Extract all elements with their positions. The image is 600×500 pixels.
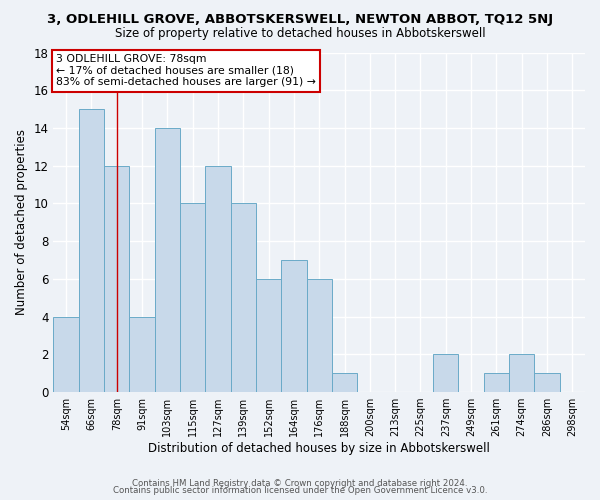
- Bar: [104, 166, 130, 392]
- X-axis label: Distribution of detached houses by size in Abbotskerswell: Distribution of detached houses by size …: [148, 442, 490, 455]
- Bar: [433, 354, 458, 392]
- Bar: [484, 373, 509, 392]
- Text: Contains public sector information licensed under the Open Government Licence v3: Contains public sector information licen…: [113, 486, 487, 495]
- Bar: [53, 316, 79, 392]
- Bar: [205, 166, 230, 392]
- Text: Contains HM Land Registry data © Crown copyright and database right 2024.: Contains HM Land Registry data © Crown c…: [132, 478, 468, 488]
- Bar: [230, 204, 256, 392]
- Bar: [535, 373, 560, 392]
- Text: 3 ODLEHILL GROVE: 78sqm
← 17% of detached houses are smaller (18)
83% of semi-de: 3 ODLEHILL GROVE: 78sqm ← 17% of detache…: [56, 54, 316, 88]
- Bar: [155, 128, 180, 392]
- Bar: [79, 109, 104, 392]
- Text: Size of property relative to detached houses in Abbotskerswell: Size of property relative to detached ho…: [115, 28, 485, 40]
- Y-axis label: Number of detached properties: Number of detached properties: [15, 130, 28, 316]
- Bar: [281, 260, 307, 392]
- Bar: [256, 279, 281, 392]
- Bar: [130, 316, 155, 392]
- Bar: [332, 373, 357, 392]
- Bar: [180, 204, 205, 392]
- Bar: [509, 354, 535, 392]
- Text: 3, ODLEHILL GROVE, ABBOTSKERSWELL, NEWTON ABBOT, TQ12 5NJ: 3, ODLEHILL GROVE, ABBOTSKERSWELL, NEWTO…: [47, 12, 553, 26]
- Bar: [307, 279, 332, 392]
